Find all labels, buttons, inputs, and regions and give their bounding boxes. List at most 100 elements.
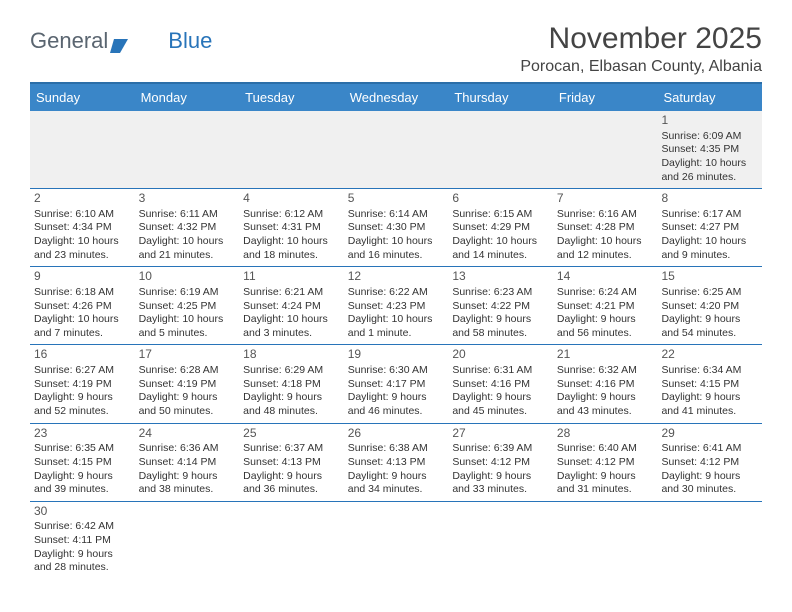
daylight-text: Daylight: 9 hours and 36 minutes. xyxy=(243,470,340,497)
daylight-text: Daylight: 10 hours and 23 minutes. xyxy=(34,235,131,262)
daylight-text: Daylight: 10 hours and 3 minutes. xyxy=(243,313,340,340)
sunrise-text: Sunrise: 6:16 AM xyxy=(557,208,654,222)
day-cell: 20Sunrise: 6:31 AMSunset: 4:16 PMDayligh… xyxy=(448,345,553,422)
day-cell: 18Sunrise: 6:29 AMSunset: 4:18 PMDayligh… xyxy=(239,345,344,422)
sunset-text: Sunset: 4:12 PM xyxy=(661,456,758,470)
daylight-text: Daylight: 10 hours and 14 minutes. xyxy=(452,235,549,262)
day-cell: 30Sunrise: 6:42 AMSunset: 4:11 PMDayligh… xyxy=(30,502,135,579)
day-number: 6 xyxy=(452,191,549,207)
weekday-header: Friday xyxy=(553,84,658,111)
day-cell: 28Sunrise: 6:40 AMSunset: 4:12 PMDayligh… xyxy=(553,424,658,501)
day-number: 23 xyxy=(34,426,131,442)
sunrise-text: Sunrise: 6:39 AM xyxy=(452,442,549,456)
sunrise-text: Sunrise: 6:25 AM xyxy=(661,286,758,300)
sunrise-text: Sunrise: 6:38 AM xyxy=(348,442,445,456)
sunset-text: Sunset: 4:19 PM xyxy=(139,378,236,392)
calendar-week-row: 30Sunrise: 6:42 AMSunset: 4:11 PMDayligh… xyxy=(30,502,762,579)
day-number: 18 xyxy=(243,347,340,363)
sunrise-text: Sunrise: 6:12 AM xyxy=(243,208,340,222)
day-number: 15 xyxy=(661,269,758,285)
sunset-text: Sunset: 4:28 PM xyxy=(557,221,654,235)
logo-word-2: Blue xyxy=(168,28,212,54)
sunrise-text: Sunrise: 6:34 AM xyxy=(661,364,758,378)
sunset-text: Sunset: 4:29 PM xyxy=(452,221,549,235)
sunrise-text: Sunrise: 6:27 AM xyxy=(34,364,131,378)
day-number: 5 xyxy=(348,191,445,207)
sunrise-text: Sunrise: 6:35 AM xyxy=(34,442,131,456)
day-cell xyxy=(657,502,762,579)
day-number: 19 xyxy=(348,347,445,363)
sunrise-text: Sunrise: 6:23 AM xyxy=(452,286,549,300)
day-cell: 23Sunrise: 6:35 AMSunset: 4:15 PMDayligh… xyxy=(30,424,135,501)
weekday-header: Monday xyxy=(135,84,240,111)
day-cell: 22Sunrise: 6:34 AMSunset: 4:15 PMDayligh… xyxy=(657,345,762,422)
sunrise-text: Sunrise: 6:30 AM xyxy=(348,364,445,378)
calendar: SundayMondayTuesdayWednesdayThursdayFrid… xyxy=(30,82,762,579)
day-cell: 8Sunrise: 6:17 AMSunset: 4:27 PMDaylight… xyxy=(657,189,762,266)
daylight-text: Daylight: 9 hours and 34 minutes. xyxy=(348,470,445,497)
sunset-text: Sunset: 4:25 PM xyxy=(139,300,236,314)
sunset-text: Sunset: 4:32 PM xyxy=(139,221,236,235)
day-number: 14 xyxy=(557,269,654,285)
daylight-text: Daylight: 9 hours and 58 minutes. xyxy=(452,313,549,340)
day-cell: 9Sunrise: 6:18 AMSunset: 4:26 PMDaylight… xyxy=(30,267,135,344)
day-number: 12 xyxy=(348,269,445,285)
sunset-text: Sunset: 4:30 PM xyxy=(348,221,445,235)
day-number: 28 xyxy=(557,426,654,442)
daylight-text: Daylight: 9 hours and 56 minutes. xyxy=(557,313,654,340)
day-cell: 24Sunrise: 6:36 AMSunset: 4:14 PMDayligh… xyxy=(135,424,240,501)
sunrise-text: Sunrise: 6:36 AM xyxy=(139,442,236,456)
sunset-text: Sunset: 4:12 PM xyxy=(557,456,654,470)
sunset-text: Sunset: 4:19 PM xyxy=(34,378,131,392)
sunrise-text: Sunrise: 6:41 AM xyxy=(661,442,758,456)
day-cell: 26Sunrise: 6:38 AMSunset: 4:13 PMDayligh… xyxy=(344,424,449,501)
daylight-text: Daylight: 9 hours and 31 minutes. xyxy=(557,470,654,497)
day-number: 30 xyxy=(34,504,131,520)
daylight-text: Daylight: 9 hours and 30 minutes. xyxy=(661,470,758,497)
sunset-text: Sunset: 4:35 PM xyxy=(661,143,758,157)
sunrise-text: Sunrise: 6:15 AM xyxy=(452,208,549,222)
sunrise-text: Sunrise: 6:29 AM xyxy=(243,364,340,378)
day-cell xyxy=(448,111,553,188)
sunrise-text: Sunrise: 6:40 AM xyxy=(557,442,654,456)
sunset-text: Sunset: 4:31 PM xyxy=(243,221,340,235)
daylight-text: Daylight: 10 hours and 5 minutes. xyxy=(139,313,236,340)
day-number: 13 xyxy=(452,269,549,285)
day-cell xyxy=(553,502,658,579)
day-number: 16 xyxy=(34,347,131,363)
daylight-text: Daylight: 9 hours and 41 minutes. xyxy=(661,391,758,418)
daylight-text: Daylight: 9 hours and 46 minutes. xyxy=(348,391,445,418)
daylight-text: Daylight: 9 hours and 28 minutes. xyxy=(34,548,131,575)
sunset-text: Sunset: 4:13 PM xyxy=(348,456,445,470)
title-block: November 2025 Porocan, Elbasan County, A… xyxy=(520,22,762,76)
day-cell: 11Sunrise: 6:21 AMSunset: 4:24 PMDayligh… xyxy=(239,267,344,344)
day-number: 4 xyxy=(243,191,340,207)
page-header: General Blue November 2025 Porocan, Elba… xyxy=(30,22,762,76)
day-cell: 19Sunrise: 6:30 AMSunset: 4:17 PMDayligh… xyxy=(344,345,449,422)
day-number: 7 xyxy=(557,191,654,207)
day-cell: 16Sunrise: 6:27 AMSunset: 4:19 PMDayligh… xyxy=(30,345,135,422)
calendar-week-row: 16Sunrise: 6:27 AMSunset: 4:19 PMDayligh… xyxy=(30,345,762,423)
month-title: November 2025 xyxy=(520,22,762,56)
day-cell xyxy=(239,502,344,579)
sunrise-text: Sunrise: 6:11 AM xyxy=(139,208,236,222)
day-cell: 25Sunrise: 6:37 AMSunset: 4:13 PMDayligh… xyxy=(239,424,344,501)
day-number: 26 xyxy=(348,426,445,442)
sunset-text: Sunset: 4:15 PM xyxy=(661,378,758,392)
day-cell xyxy=(30,111,135,188)
day-cell xyxy=(553,111,658,188)
day-cell: 13Sunrise: 6:23 AMSunset: 4:22 PMDayligh… xyxy=(448,267,553,344)
sunrise-text: Sunrise: 6:09 AM xyxy=(661,130,758,144)
calendar-week-row: 9Sunrise: 6:18 AMSunset: 4:26 PMDaylight… xyxy=(30,267,762,345)
daylight-text: Daylight: 10 hours and 16 minutes. xyxy=(348,235,445,262)
day-number: 3 xyxy=(139,191,236,207)
daylight-text: Daylight: 9 hours and 43 minutes. xyxy=(557,391,654,418)
calendar-header-row: SundayMondayTuesdayWednesdayThursdayFrid… xyxy=(30,82,762,111)
sunset-text: Sunset: 4:26 PM xyxy=(34,300,131,314)
day-cell: 21Sunrise: 6:32 AMSunset: 4:16 PMDayligh… xyxy=(553,345,658,422)
daylight-text: Daylight: 10 hours and 1 minute. xyxy=(348,313,445,340)
day-cell: 10Sunrise: 6:19 AMSunset: 4:25 PMDayligh… xyxy=(135,267,240,344)
day-number: 24 xyxy=(139,426,236,442)
daylight-text: Daylight: 9 hours and 38 minutes. xyxy=(139,470,236,497)
day-cell xyxy=(135,502,240,579)
